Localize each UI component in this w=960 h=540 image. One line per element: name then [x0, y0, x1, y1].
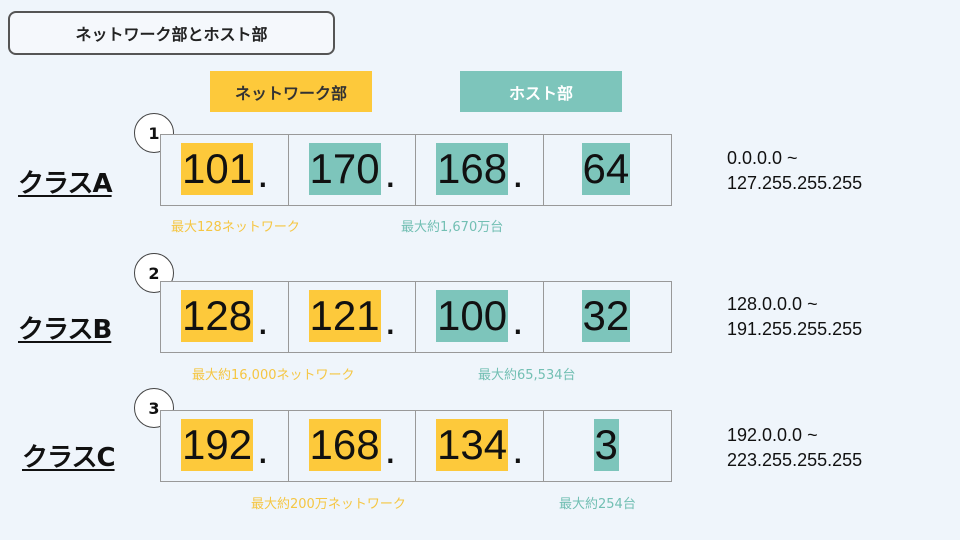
range-end: 223.255.255.255 — [727, 450, 863, 470]
octet-value: 170 — [308, 143, 381, 195]
octet-cell: 134 . — [416, 411, 544, 481]
octet-value: 64 — [581, 143, 631, 195]
class-b-number-badge: 2 — [134, 253, 174, 293]
octet-dot: . — [257, 296, 269, 343]
octet-dot: . — [384, 149, 397, 196]
octet-dot: . — [257, 149, 269, 196]
octet-dot: . — [384, 296, 397, 343]
octet-cell: 121 . — [289, 282, 416, 352]
octet-cell: 168 . — [289, 411, 416, 481]
class-a-range: 0.0.0.0 ~ 127.255.255.255 — [727, 146, 862, 196]
octet-value: 134 — [436, 419, 509, 471]
octet-value: 3 — [593, 419, 619, 471]
octet-dot: . — [512, 149, 524, 196]
class-b-octets: 128 . 121 . 100 . 32 — [160, 281, 672, 353]
class-c-octets: 192 . 168 . 134 . 3 — [160, 410, 672, 482]
octet-cell: 3 — [544, 411, 672, 481]
class-b-network-note: 最大約16,000ネットワーク — [192, 368, 355, 383]
octet-value: 121 — [308, 290, 381, 342]
range-end: 127.255.255.255 — [727, 173, 863, 193]
octet-dot: . — [257, 425, 269, 472]
octet-value: 101 — [181, 143, 254, 195]
class-b-label: クラスB — [18, 315, 112, 345]
class-a-octets: 101 . 170 . 168 . 64 — [160, 134, 672, 206]
octet-value: 168 — [436, 143, 509, 195]
class-a-number-badge: 1 — [134, 113, 174, 153]
octet-dot: . — [512, 296, 524, 343]
class-c-host-note: 最大約254台 — [559, 497, 636, 512]
octet-value: 32 — [581, 290, 631, 342]
class-c-range: 192.0.0.0 ~ 223.255.255.255 — [727, 423, 862, 473]
octet-value: 100 — [436, 290, 509, 342]
legend-network: ネットワーク部 — [210, 71, 372, 112]
octet-cell: 168 . — [416, 135, 544, 205]
range-start: 0.0.0.0 ~ — [727, 148, 798, 168]
octet-value: 168 — [308, 419, 381, 471]
octet-cell: 192 . — [161, 411, 289, 481]
octet-cell: 101 . — [161, 135, 289, 205]
class-c-network-note: 最大約200万ネットワーク — [251, 497, 406, 512]
class-a-host-note: 最大約1,670万台 — [401, 220, 504, 235]
octet-value: 128 — [181, 290, 254, 342]
octet-cell: 170 . — [289, 135, 416, 205]
class-a-label: クラスA — [18, 169, 113, 199]
octet-cell: 128 . — [161, 282, 289, 352]
octet-dot: . — [384, 425, 397, 472]
range-start: 192.0.0.0 ~ — [727, 425, 818, 445]
class-c-label: クラスC — [22, 443, 116, 473]
octet-cell: 32 — [544, 282, 672, 352]
octet-dot: . — [512, 425, 524, 472]
class-b-range: 128.0.0.0 ~ 191.255.255.255 — [727, 292, 862, 342]
octet-value: 192 — [181, 419, 254, 471]
octet-cell: 64 — [544, 135, 672, 205]
class-b-host-note: 最大約65,534台 — [478, 368, 576, 383]
class-a-network-note: 最大128ネットワーク — [171, 220, 300, 235]
page-title: ネットワーク部とホスト部 — [8, 11, 335, 55]
octet-cell: 100 . — [416, 282, 544, 352]
range-start: 128.0.0.0 ~ — [727, 294, 818, 314]
legend-host: ホスト部 — [460, 71, 622, 112]
range-end: 191.255.255.255 — [727, 319, 863, 339]
